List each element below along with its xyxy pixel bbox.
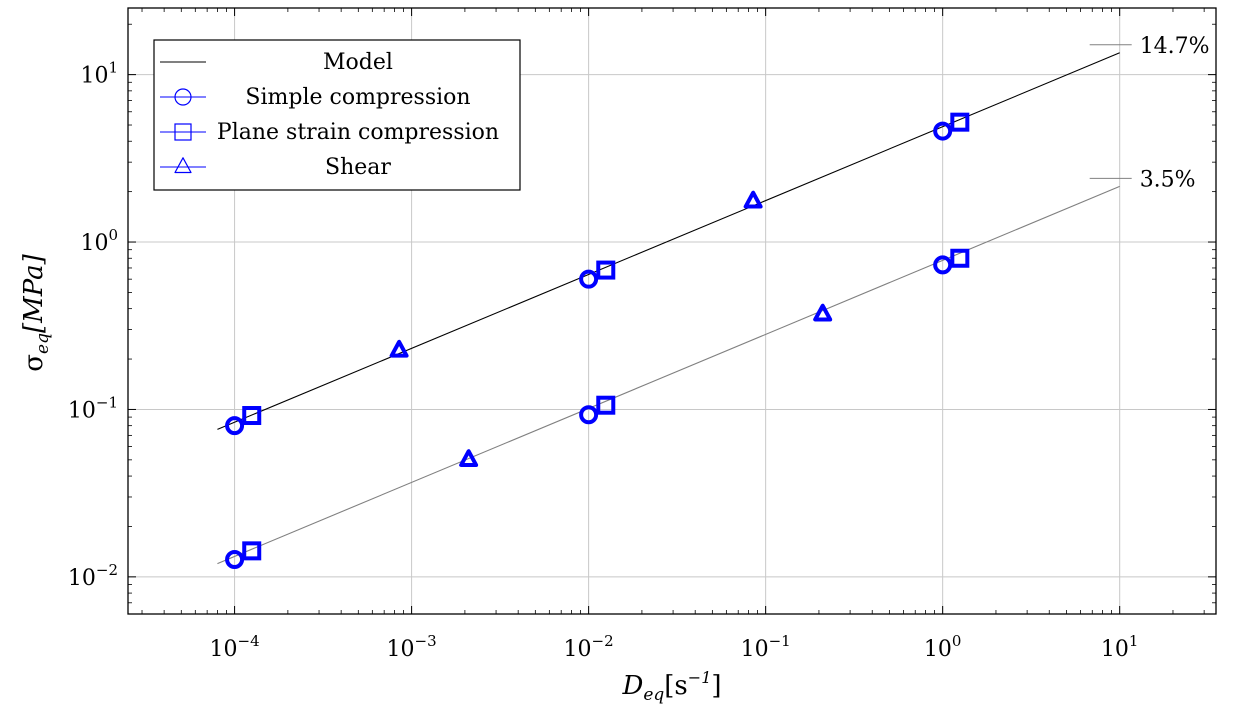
x-axis-label: Deq[s−1]: [621, 668, 721, 705]
legend-label: Plane strain compression: [217, 120, 499, 145]
shear-point: [459, 449, 479, 468]
x-tick-label: 10−1: [741, 632, 791, 662]
plane-strain-compression-point: [950, 112, 970, 132]
simple-compression-point: [225, 549, 245, 569]
x-tick-label: 10−3: [387, 632, 437, 662]
plane-strain-compression-point: [596, 395, 616, 415]
curve-labels: 14.7% 3.5%: [1089, 34, 1210, 192]
y-axis-label: σeq[MPa]: [19, 253, 53, 371]
y-tick-label: 100: [80, 226, 118, 256]
legend-label: Shear: [325, 155, 391, 180]
plane-strain-compression-point: [596, 260, 616, 280]
legend-label: Simple compression: [245, 85, 470, 110]
legend: Model Simple compression Plane strain comp…: [153, 39, 521, 191]
x-tick-label: 10−4: [210, 632, 260, 662]
major-ticks: [128, 8, 1216, 614]
y-tick-label: 10−1: [68, 393, 118, 423]
simple-compression-point: [579, 405, 599, 425]
data-points: [225, 112, 970, 569]
y-tick-label: 101: [80, 59, 118, 89]
plane-strain-compression-point: [242, 406, 262, 426]
simple-compression-point: [933, 255, 953, 275]
y-tick-labels: 10−2 10−1 100 101: [68, 59, 118, 591]
legend-box: [153, 39, 521, 191]
shear-point: [813, 303, 833, 322]
minor-ticks: [128, 8, 1216, 615]
shear-point: [743, 190, 763, 209]
x-tick-label: 101: [1101, 632, 1139, 662]
simple-compression-point: [225, 416, 245, 436]
legend-label: Model: [323, 50, 393, 75]
curve-label: 3.5%: [1140, 167, 1196, 192]
x-tick-label: 100: [924, 632, 962, 662]
plot-frame: [127, 7, 1217, 615]
model-line: [217, 185, 1120, 565]
plane-strain-compression-point: [950, 248, 970, 268]
simple-compression-point: [933, 121, 953, 141]
plane-strain-compression-point: [242, 541, 262, 561]
y-tick-label: 10−2: [68, 561, 118, 591]
x-tick-labels: 10−4 10−3 10−2 10−1 100 101: [210, 632, 1139, 662]
shear-point: [389, 339, 409, 358]
curve-label: 14.7%: [1140, 34, 1210, 59]
simple-compression-point: [579, 269, 599, 289]
legend-swatch-circle: [174, 88, 192, 106]
legend-swatch-triangle: [174, 157, 192, 174]
legend-swatch-square: [174, 123, 192, 141]
x-tick-label: 10−2: [564, 632, 614, 662]
